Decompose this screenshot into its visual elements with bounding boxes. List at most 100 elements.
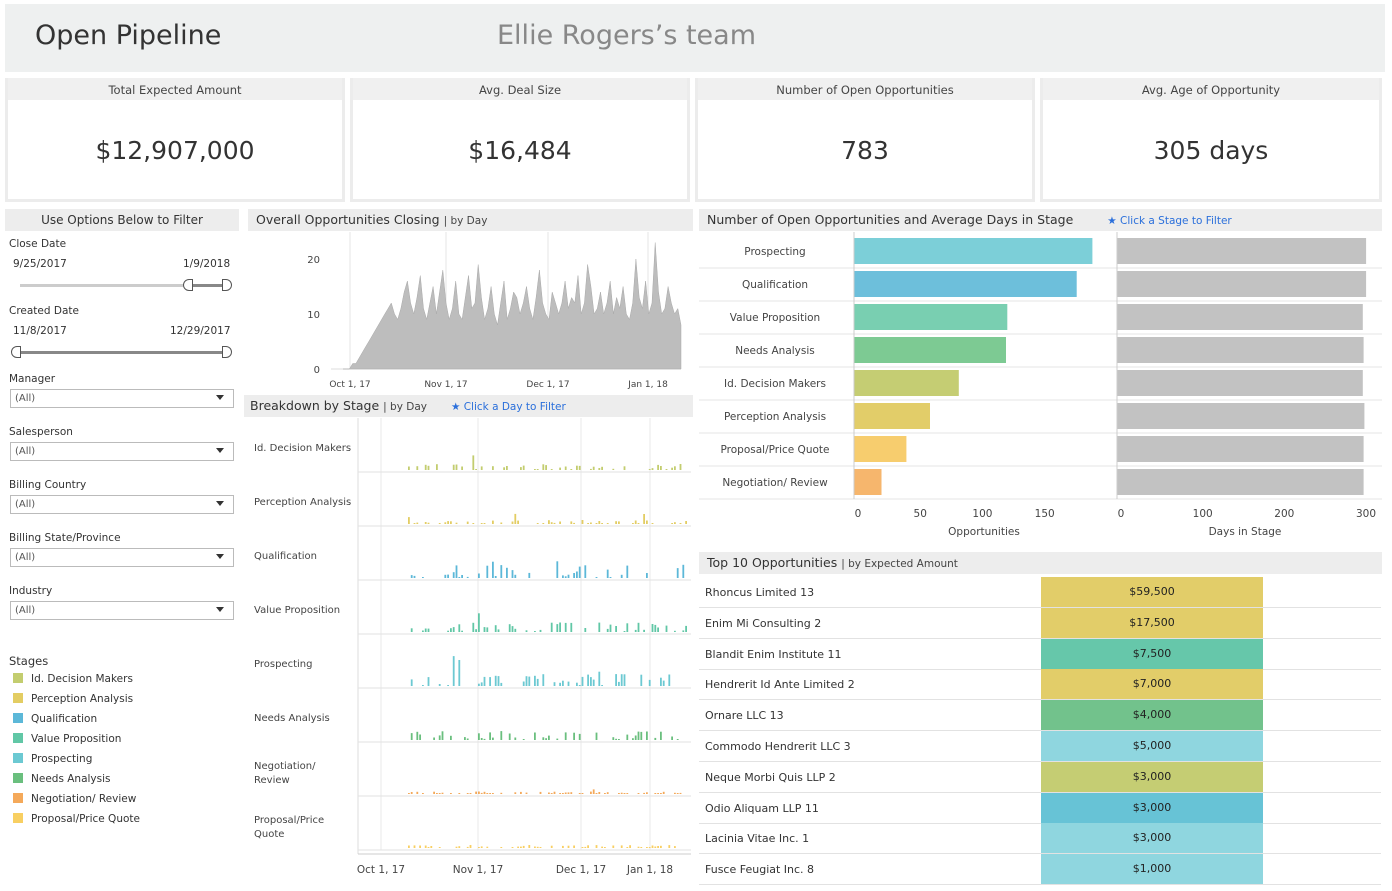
daily-bar[interactable]	[657, 793, 659, 794]
daily-bar[interactable]	[592, 466, 595, 470]
billing-state-select[interactable]: (All)	[10, 548, 234, 567]
daily-bar[interactable]	[427, 522, 430, 524]
daily-bar[interactable]	[455, 522, 458, 524]
daily-bar[interactable]	[651, 624, 654, 632]
daily-bar[interactable]	[643, 514, 645, 524]
daily-bar[interactable]	[654, 737, 657, 740]
daily-bar[interactable]	[654, 846, 657, 849]
daily-bar[interactable]	[469, 793, 472, 794]
daily-bar[interactable]	[573, 732, 575, 740]
daily-bar[interactable]	[612, 845, 615, 849]
daily-bar[interactable]	[410, 733, 413, 740]
daily-bar[interactable]	[424, 628, 427, 633]
daily-bar[interactable]	[618, 521, 620, 524]
daily-bar[interactable]	[466, 846, 469, 848]
daily-bar[interactable]	[517, 520, 519, 524]
daily-bar[interactable]	[436, 464, 438, 470]
daily-bar[interactable]	[553, 682, 556, 686]
daily-bar[interactable]	[500, 682, 503, 686]
daily-bar[interactable]	[410, 628, 413, 632]
daily-bar[interactable]	[466, 576, 469, 578]
daily-bar[interactable]	[472, 523, 475, 524]
daily-bar[interactable]	[536, 678, 539, 686]
daily-bar[interactable]	[478, 613, 480, 632]
daily-bar[interactable]	[480, 846, 483, 848]
daily-bar[interactable]	[455, 464, 458, 471]
daily-bar[interactable]	[534, 631, 536, 632]
daily-bar[interactable]	[590, 522, 592, 525]
daily-bar[interactable]	[618, 793, 620, 794]
daily-bar[interactable]	[576, 571, 578, 579]
daily-bar[interactable]	[480, 466, 483, 470]
daily-bar[interactable]	[528, 676, 531, 686]
daily-bar[interactable]	[500, 522, 503, 525]
daily-bar[interactable]	[660, 731, 662, 740]
daily-bar[interactable]	[494, 675, 497, 686]
created-date-end-handle[interactable]	[222, 346, 232, 358]
daily-bar[interactable]	[511, 570, 514, 578]
daily-bar[interactable]	[489, 677, 491, 686]
opportunities-bar[interactable]	[854, 436, 907, 462]
daily-bar[interactable]	[422, 577, 424, 578]
daily-bar[interactable]	[578, 733, 581, 740]
daily-bar[interactable]	[581, 793, 584, 794]
daily-bar[interactable]	[634, 629, 637, 632]
daily-bar[interactable]	[422, 630, 424, 633]
daily-bar[interactable]	[483, 627, 486, 632]
daily-bar[interactable]	[455, 846, 458, 848]
opportunities-bar[interactable]	[854, 238, 1093, 264]
daily-bar[interactable]	[646, 520, 648, 525]
daily-bar[interactable]	[598, 792, 601, 794]
table-row[interactable]: Ornare LLC 13 $4,000	[699, 700, 1381, 732]
daily-bar[interactable]	[648, 469, 651, 470]
daily-bar[interactable]	[413, 845, 416, 848]
daily-bar[interactable]	[615, 626, 617, 632]
daily-bar[interactable]	[562, 845, 564, 848]
table-row[interactable]: Hendrerit Id Ante Limited 2 $7,000	[699, 669, 1381, 701]
daily-bar[interactable]	[634, 520, 637, 525]
daily-bar[interactable]	[438, 793, 441, 794]
daily-bar[interactable]	[595, 577, 598, 578]
daily-bar[interactable]	[615, 521, 617, 524]
daily-bar[interactable]	[441, 731, 444, 740]
daily-bar[interactable]	[486, 565, 489, 578]
daily-bar[interactable]	[458, 624, 461, 632]
closing-area-chart[interactable]: 20 10 0 Oct 1, 17 Nov 1, 17 Dec 1, 17 Jan 1, 1…	[248, 232, 693, 394]
daily-bar[interactable]	[620, 674, 623, 686]
daily-bar[interactable]	[634, 735, 637, 741]
daily-bar[interactable]	[629, 845, 631, 848]
daily-bar[interactable]	[489, 793, 491, 794]
daily-bar[interactable]	[618, 681, 620, 686]
daily-bar[interactable]	[606, 792, 609, 794]
daily-bar[interactable]	[447, 630, 449, 632]
daily-bar[interactable]	[576, 465, 578, 470]
daily-bar[interactable]	[567, 845, 570, 848]
billing-country-select[interactable]: (All)	[10, 495, 234, 514]
legend-item[interactable]: Proposal/Price Quote	[13, 813, 140, 825]
daily-bar[interactable]	[548, 520, 550, 524]
daily-bar[interactable]	[483, 676, 486, 686]
daily-bar[interactable]	[478, 573, 480, 579]
daily-bar[interactable]	[514, 737, 517, 741]
daily-bar[interactable]	[494, 576, 497, 578]
daily-bar[interactable]	[626, 734, 629, 740]
daily-bar[interactable]	[618, 739, 620, 740]
daily-bar[interactable]	[567, 574, 570, 578]
created-date-start-handle[interactable]	[11, 346, 21, 358]
daily-bar[interactable]	[626, 847, 629, 848]
daily-bar[interactable]	[646, 792, 648, 794]
daily-bar[interactable]	[620, 574, 623, 578]
daily-bar[interactable]	[528, 572, 531, 578]
daily-bar[interactable]	[626, 565, 629, 578]
daily-bar[interactable]	[452, 627, 455, 632]
daily-bar[interactable]	[550, 522, 553, 524]
daily-bar[interactable]	[408, 466, 410, 471]
daily-bar[interactable]	[492, 737, 494, 740]
days-in-stage-bar[interactable]	[1117, 403, 1365, 429]
table-row[interactable]: Odio Aliquam LLP 11 $3,000	[699, 792, 1381, 824]
daily-bar[interactable]	[424, 845, 427, 849]
daily-bar[interactable]	[657, 464, 659, 470]
daily-bar[interactable]	[539, 847, 542, 848]
opportunities-bar[interactable]	[854, 370, 959, 396]
opportunities-bar[interactable]	[854, 469, 882, 495]
